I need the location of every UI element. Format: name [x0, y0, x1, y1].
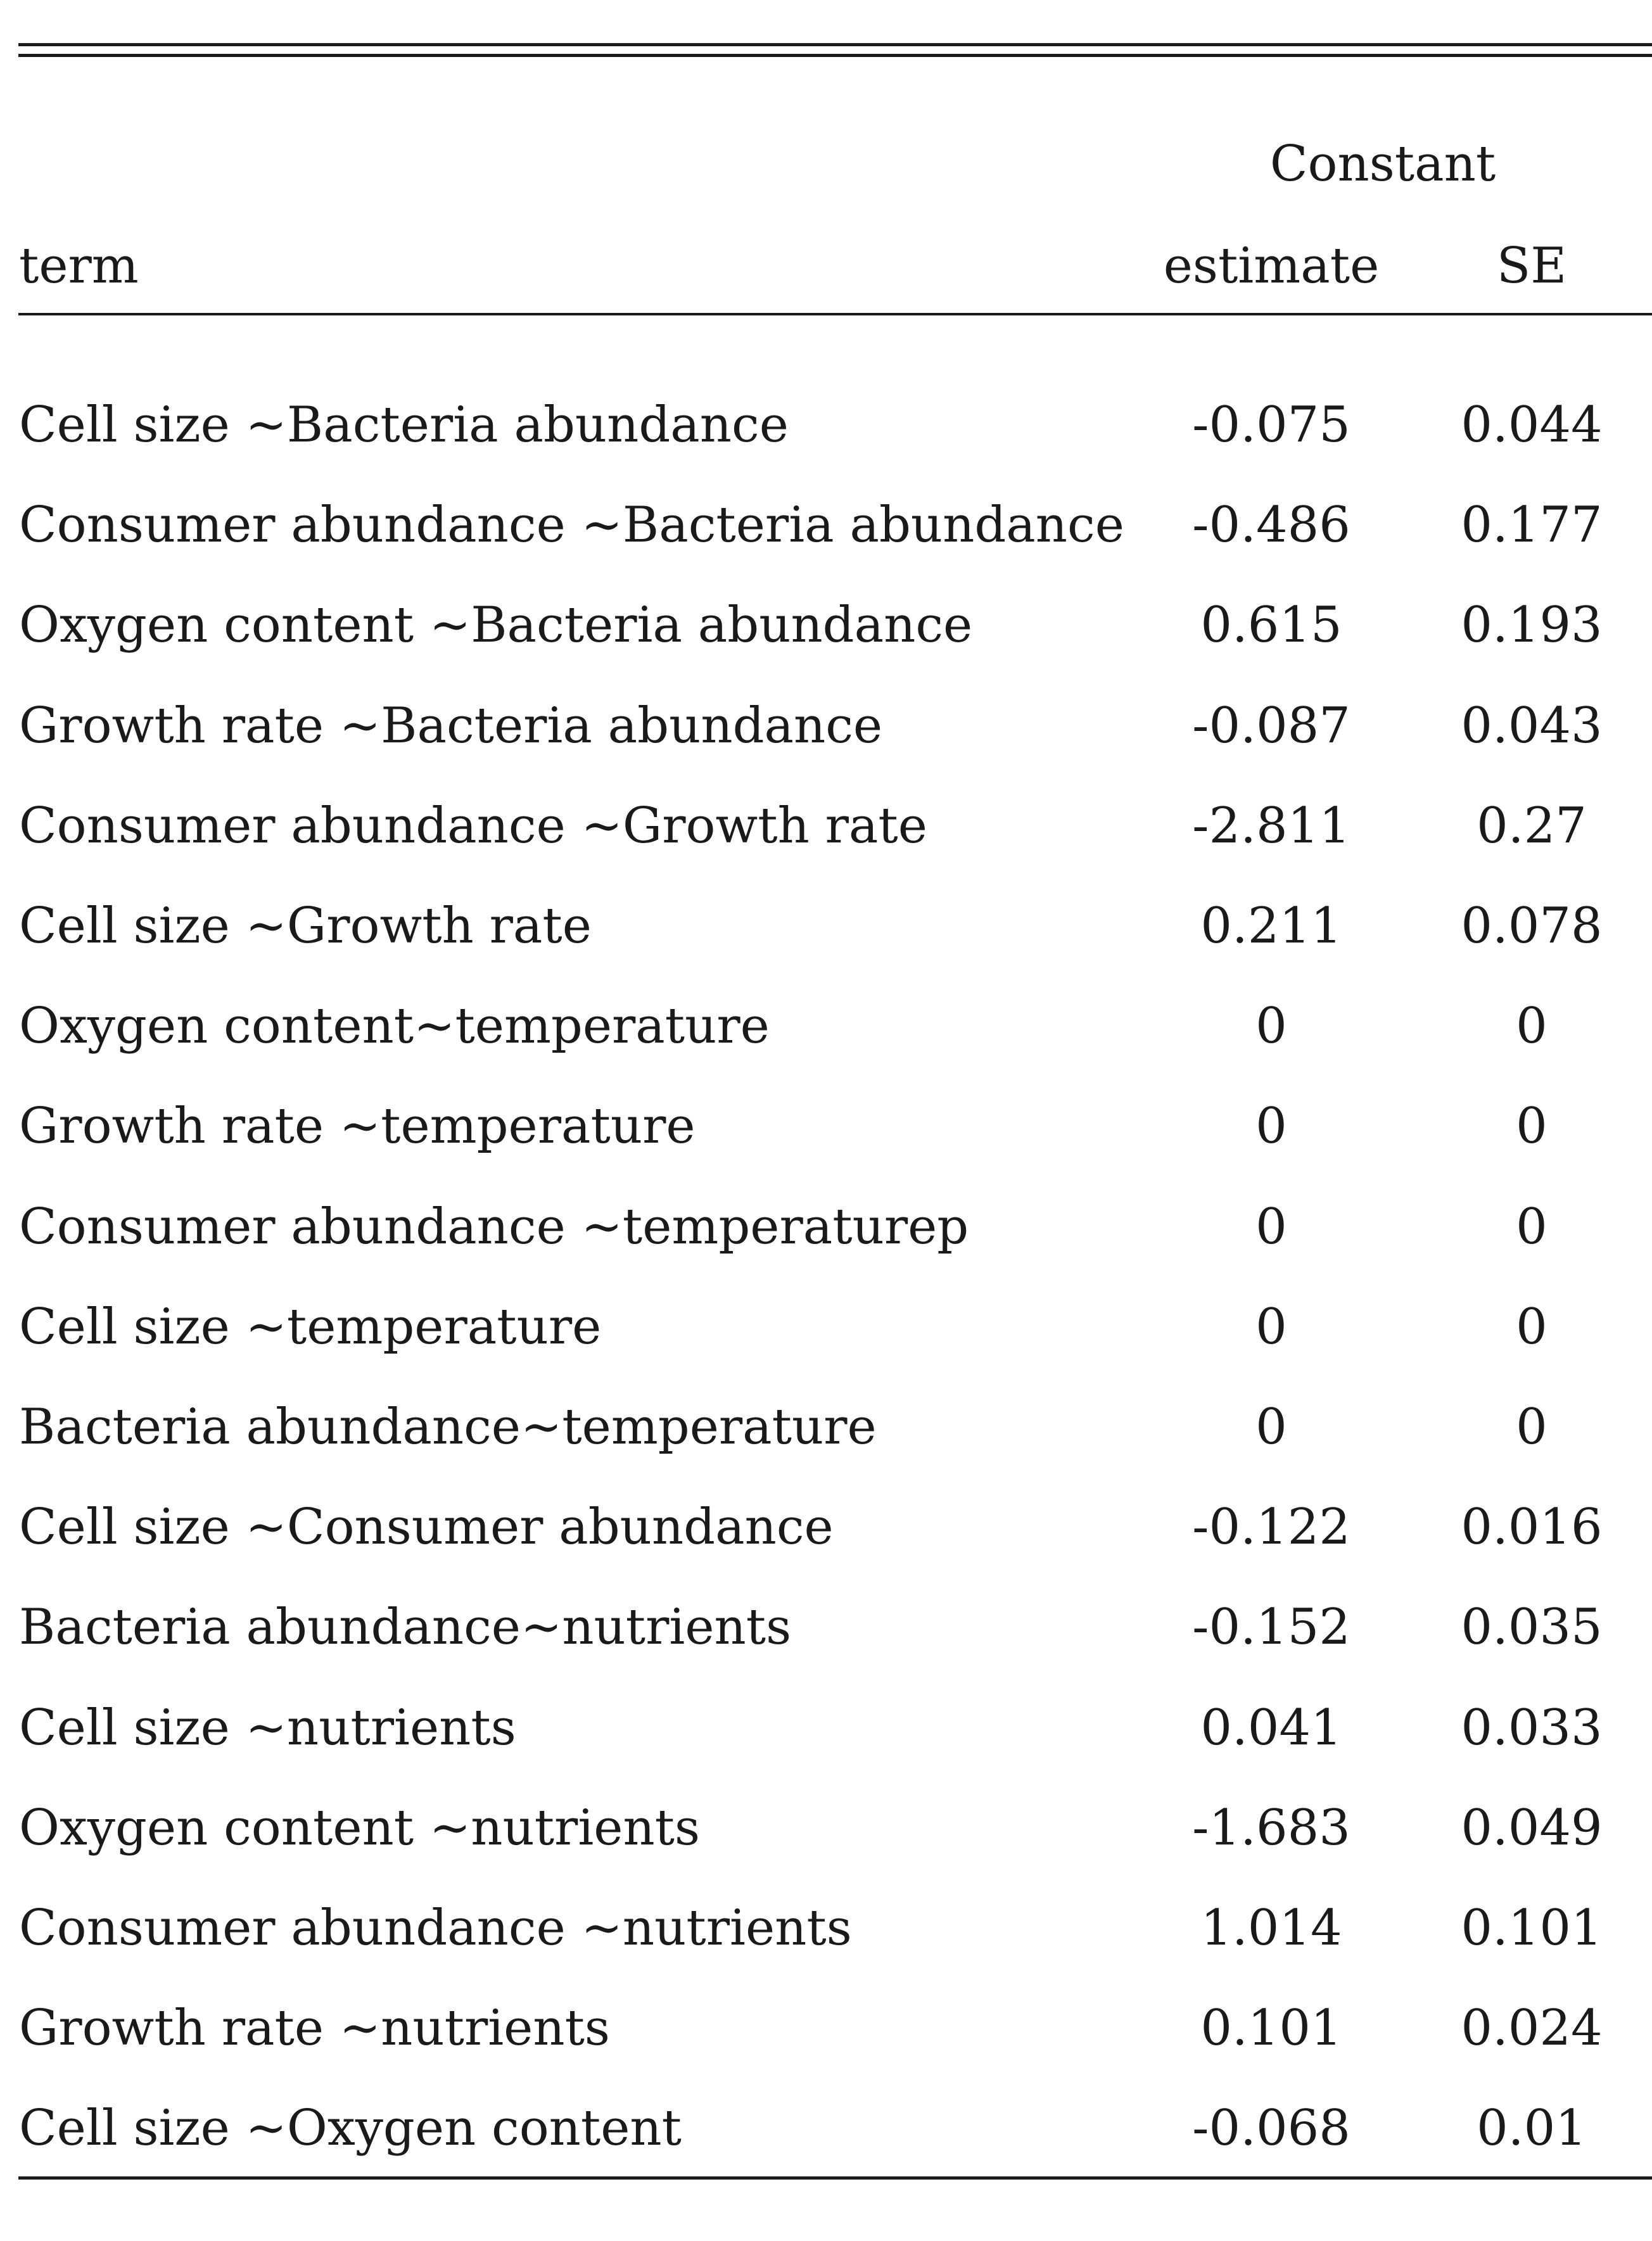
row-se: 0.078 — [1461, 898, 1603, 955]
top-rule-2 — [18, 54, 1652, 57]
row-estimate: 0 — [1255, 998, 1287, 1055]
row-estimate: 0.041 — [1200, 1699, 1342, 1756]
row-se: 0 — [1516, 1298, 1547, 1355]
row-se: 0 — [1516, 1399, 1547, 1456]
row-estimate: -0.122 — [1192, 1499, 1350, 1556]
row-term: Cell size ~temperature — [19, 1298, 602, 1355]
row-term: Bacteria abundance~nutrients — [19, 1599, 792, 1656]
row-estimate: -0.075 — [1192, 397, 1350, 454]
row-term: Cell size ~Oxygen content — [19, 2100, 682, 2157]
row-term: Cell size ~Consumer abundance — [19, 1499, 834, 1556]
row-estimate: 0.101 — [1200, 2000, 1342, 2057]
row-estimate: -1.683 — [1192, 1800, 1350, 1857]
header-rule — [18, 313, 1652, 315]
row-term: Growth rate ~Bacteria abundance — [19, 697, 883, 754]
row-estimate: -0.068 — [1192, 2100, 1350, 2157]
row-term: Bacteria abundance~temperature — [19, 1399, 877, 1456]
row-term: Consumer abundance ~nutrients — [19, 1900, 852, 1957]
row-estimate: -0.087 — [1192, 697, 1350, 754]
header-se: SE — [1496, 238, 1567, 295]
row-se: 0.27 — [1477, 797, 1587, 854]
top-rule-1 — [18, 43, 1652, 46]
row-se: 0.024 — [1461, 2000, 1603, 2057]
row-term: Consumer abundance ~Growth rate — [19, 797, 927, 854]
row-se: 0.193 — [1461, 597, 1603, 654]
row-term: Oxygen content ~nutrients — [19, 1800, 701, 1857]
row-estimate: -0.486 — [1192, 497, 1350, 554]
row-term: Consumer abundance ~Bacteria abundance — [19, 497, 1124, 554]
row-term: Cell size ~Bacteria abundance — [19, 397, 789, 454]
row-estimate: 0 — [1255, 1298, 1287, 1355]
row-term: Growth rate ~nutrients — [19, 2000, 610, 2057]
row-estimate: 0 — [1255, 1198, 1287, 1255]
row-term: Consumer abundance ~temperaturep — [19, 1198, 969, 1255]
row-term: Growth rate ~temperature — [19, 1098, 696, 1155]
row-estimate: 0.211 — [1200, 898, 1342, 955]
row-estimate: -2.811 — [1192, 797, 1350, 854]
row-se: 0.043 — [1461, 697, 1603, 754]
row-se: 0.016 — [1461, 1499, 1603, 1556]
row-estimate: 0 — [1255, 1098, 1287, 1155]
row-term: Oxygen content~temperature — [19, 998, 770, 1055]
row-estimate: 0 — [1255, 1399, 1287, 1456]
column-group-header: Constant — [1269, 136, 1496, 193]
row-se: 0.101 — [1461, 1900, 1603, 1957]
row-term: Cell size ~nutrients — [19, 1699, 516, 1756]
row-estimate: 0.615 — [1200, 597, 1342, 654]
row-se: 0 — [1516, 998, 1547, 1055]
row-se: 0.033 — [1461, 1699, 1603, 1756]
header-term: term — [19, 238, 139, 295]
row-estimate: -0.152 — [1192, 1599, 1350, 1656]
row-se: 0.177 — [1461, 497, 1603, 554]
row-se: 0.035 — [1461, 1599, 1603, 1656]
row-term: Oxygen content ~Bacteria abundance — [19, 597, 973, 654]
row-se: 0 — [1516, 1098, 1547, 1155]
row-se: 0.01 — [1477, 2100, 1587, 2157]
row-se: 0.044 — [1461, 397, 1603, 454]
row-se: 0.049 — [1461, 1800, 1603, 1857]
bottom-rule — [18, 2176, 1652, 2180]
row-estimate: 1.014 — [1200, 1900, 1342, 1957]
row-term: Cell size ~Growth rate — [19, 898, 592, 955]
header-estimate: estimate — [1163, 238, 1380, 295]
row-se: 0 — [1516, 1198, 1547, 1255]
